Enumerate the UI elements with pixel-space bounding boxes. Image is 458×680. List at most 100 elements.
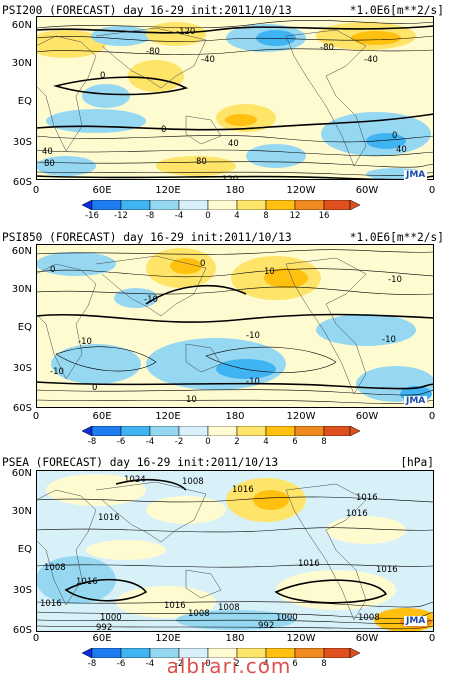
contour-label: 0 [50, 265, 55, 275]
contour-label: -10 [50, 367, 64, 377]
watermark: albrari.com [166, 654, 292, 678]
psea-panel: PSEA (FORECAST) day 16-29 init:2011/10/1… [0, 452, 458, 680]
xtick-label: 120E [155, 411, 181, 422]
xtick-label: 60E [92, 633, 112, 644]
colorbar [82, 200, 361, 210]
contour-label: 992 [258, 621, 274, 631]
ytick-label: 30N [11, 284, 32, 295]
ytick-label: EQ [17, 544, 32, 555]
colorbar-label: 4 [263, 659, 269, 669]
ytick-label: 60N [11, 468, 32, 479]
colorbar-label: 6 [292, 437, 298, 447]
contour-label: 0 [161, 125, 166, 135]
contour-label: 40 [228, 139, 239, 149]
ytick-label: 60N [11, 20, 32, 31]
xtick-label: 0 [32, 633, 40, 644]
zero-contour [36, 284, 434, 390]
contour-label: 1000 [100, 613, 122, 623]
ytick-label: 60S [12, 625, 32, 636]
panel-units: *1.0E6[m**2/s] [349, 4, 444, 17]
xtick-label: 60W [355, 185, 379, 196]
contour-lines [36, 496, 434, 630]
jma-logo: JMA [404, 616, 428, 626]
contour-label: 1016 [40, 599, 62, 609]
ytick-label: 60S [12, 177, 32, 188]
colorbar-label: 2 [234, 437, 240, 447]
contour-label: -80 [320, 43, 334, 53]
colorbar-label: -6 [116, 437, 126, 447]
xtick-label: 120W [286, 185, 316, 196]
contour-label: 80 [44, 159, 55, 169]
contour-label-group: 1024 1008 1016 1016 1016 1016 1008 1016 … [40, 475, 398, 632]
colorbar-label: 16 [318, 211, 330, 221]
jma-logo: JMA [404, 170, 428, 180]
ytick-label: 30S [12, 137, 32, 148]
xtick-label: 0 [428, 633, 436, 644]
ytick-label: 60N [11, 246, 32, 257]
colorbar-label: 0 [205, 437, 211, 447]
xtick-label: 120W [286, 633, 316, 644]
contour-label: 10 [264, 267, 275, 277]
ytick-label: 30N [11, 58, 32, 69]
contour-label: -10 [144, 295, 158, 305]
ytick-label: EQ [17, 322, 32, 333]
colorbar-label: 6 [292, 659, 298, 669]
colorbar-label: 8 [321, 659, 327, 669]
zero-contour [64, 478, 388, 604]
contour-label: -10 [388, 275, 402, 285]
contour-label-group: -120 -80 -40 0 -80 -40 0 40 40 80 0 40 8… [42, 27, 407, 180]
xtick-label: 120E [155, 633, 181, 644]
contour-label: 120 [222, 175, 238, 180]
xtick-label: 60E [92, 185, 112, 196]
xtick-label: 60W [355, 633, 379, 644]
contour-label: -120 [176, 27, 195, 37]
contour-label: 1016 [376, 565, 398, 575]
colorbar-label: 0 [205, 211, 211, 221]
contour-label: 1016 [346, 509, 368, 519]
colorbar-label: -12 [114, 211, 128, 221]
colorbar-label: 8 [263, 211, 269, 221]
psea-map: 1024 1008 1016 1016 1016 1016 1008 1016 … [36, 470, 434, 632]
contour-label: -10 [246, 331, 260, 341]
colorbar-label: 8 [321, 437, 327, 447]
colorbar-label: -2 [174, 437, 184, 447]
colorbar-label: 0 [205, 659, 211, 669]
coastlines [36, 255, 367, 395]
contour-label: 1016 [298, 559, 320, 569]
colorbar-label: -16 [85, 211, 99, 221]
contour-label: 1008 [182, 477, 204, 487]
contour-label: 1000 [276, 613, 298, 623]
colorbar-label: -6 [116, 659, 126, 669]
ytick-label: 60S [12, 403, 32, 414]
colorbar-label: -8 [87, 659, 97, 669]
xtick-label: 180 [225, 633, 245, 644]
panel-title: PSI200 (FORECAST) day 16-29 init:2011/10… [2, 4, 292, 17]
colorbar-label: 12 [289, 211, 301, 221]
panel-units: *1.0E6[m**2/s] [349, 231, 444, 244]
colorbar-label: 2 [234, 659, 240, 669]
ytick-label: 30N [11, 506, 32, 517]
colorbar-label: -4 [145, 659, 155, 669]
colorbar-label: 4 [263, 437, 269, 447]
contour-label: 0 [92, 383, 97, 393]
colorbar [82, 426, 361, 436]
colorbar-label: 4 [234, 211, 240, 221]
xtick-label: 0 [32, 185, 40, 196]
ytick-label: 30S [12, 585, 32, 596]
contour-label: 992 [96, 623, 112, 632]
xtick-label: 60E [92, 411, 112, 422]
coastlines [36, 27, 367, 167]
contour-label: 0 [392, 131, 397, 141]
xtick-label: 180 [225, 185, 245, 196]
psi200-map: -120 -80 -40 0 -80 -40 0 40 40 80 0 40 8… [36, 16, 434, 180]
contour-label: 40 [396, 145, 407, 155]
contour-label: -40 [201, 55, 215, 65]
colorbar-label: -8 [145, 211, 155, 221]
contour-label: 1008 [358, 613, 380, 623]
contour-label: 1016 [356, 493, 378, 503]
xtick-label: 120W [286, 411, 316, 422]
psi200-panel: PSI200 (FORECAST) day 16-29 init:2011/10… [0, 0, 458, 228]
xtick-label: 180 [225, 411, 245, 422]
panel-title: PSI850 (FORECAST) day 16-29 init:2011/10… [2, 231, 292, 244]
contour-label: 1016 [76, 577, 98, 587]
